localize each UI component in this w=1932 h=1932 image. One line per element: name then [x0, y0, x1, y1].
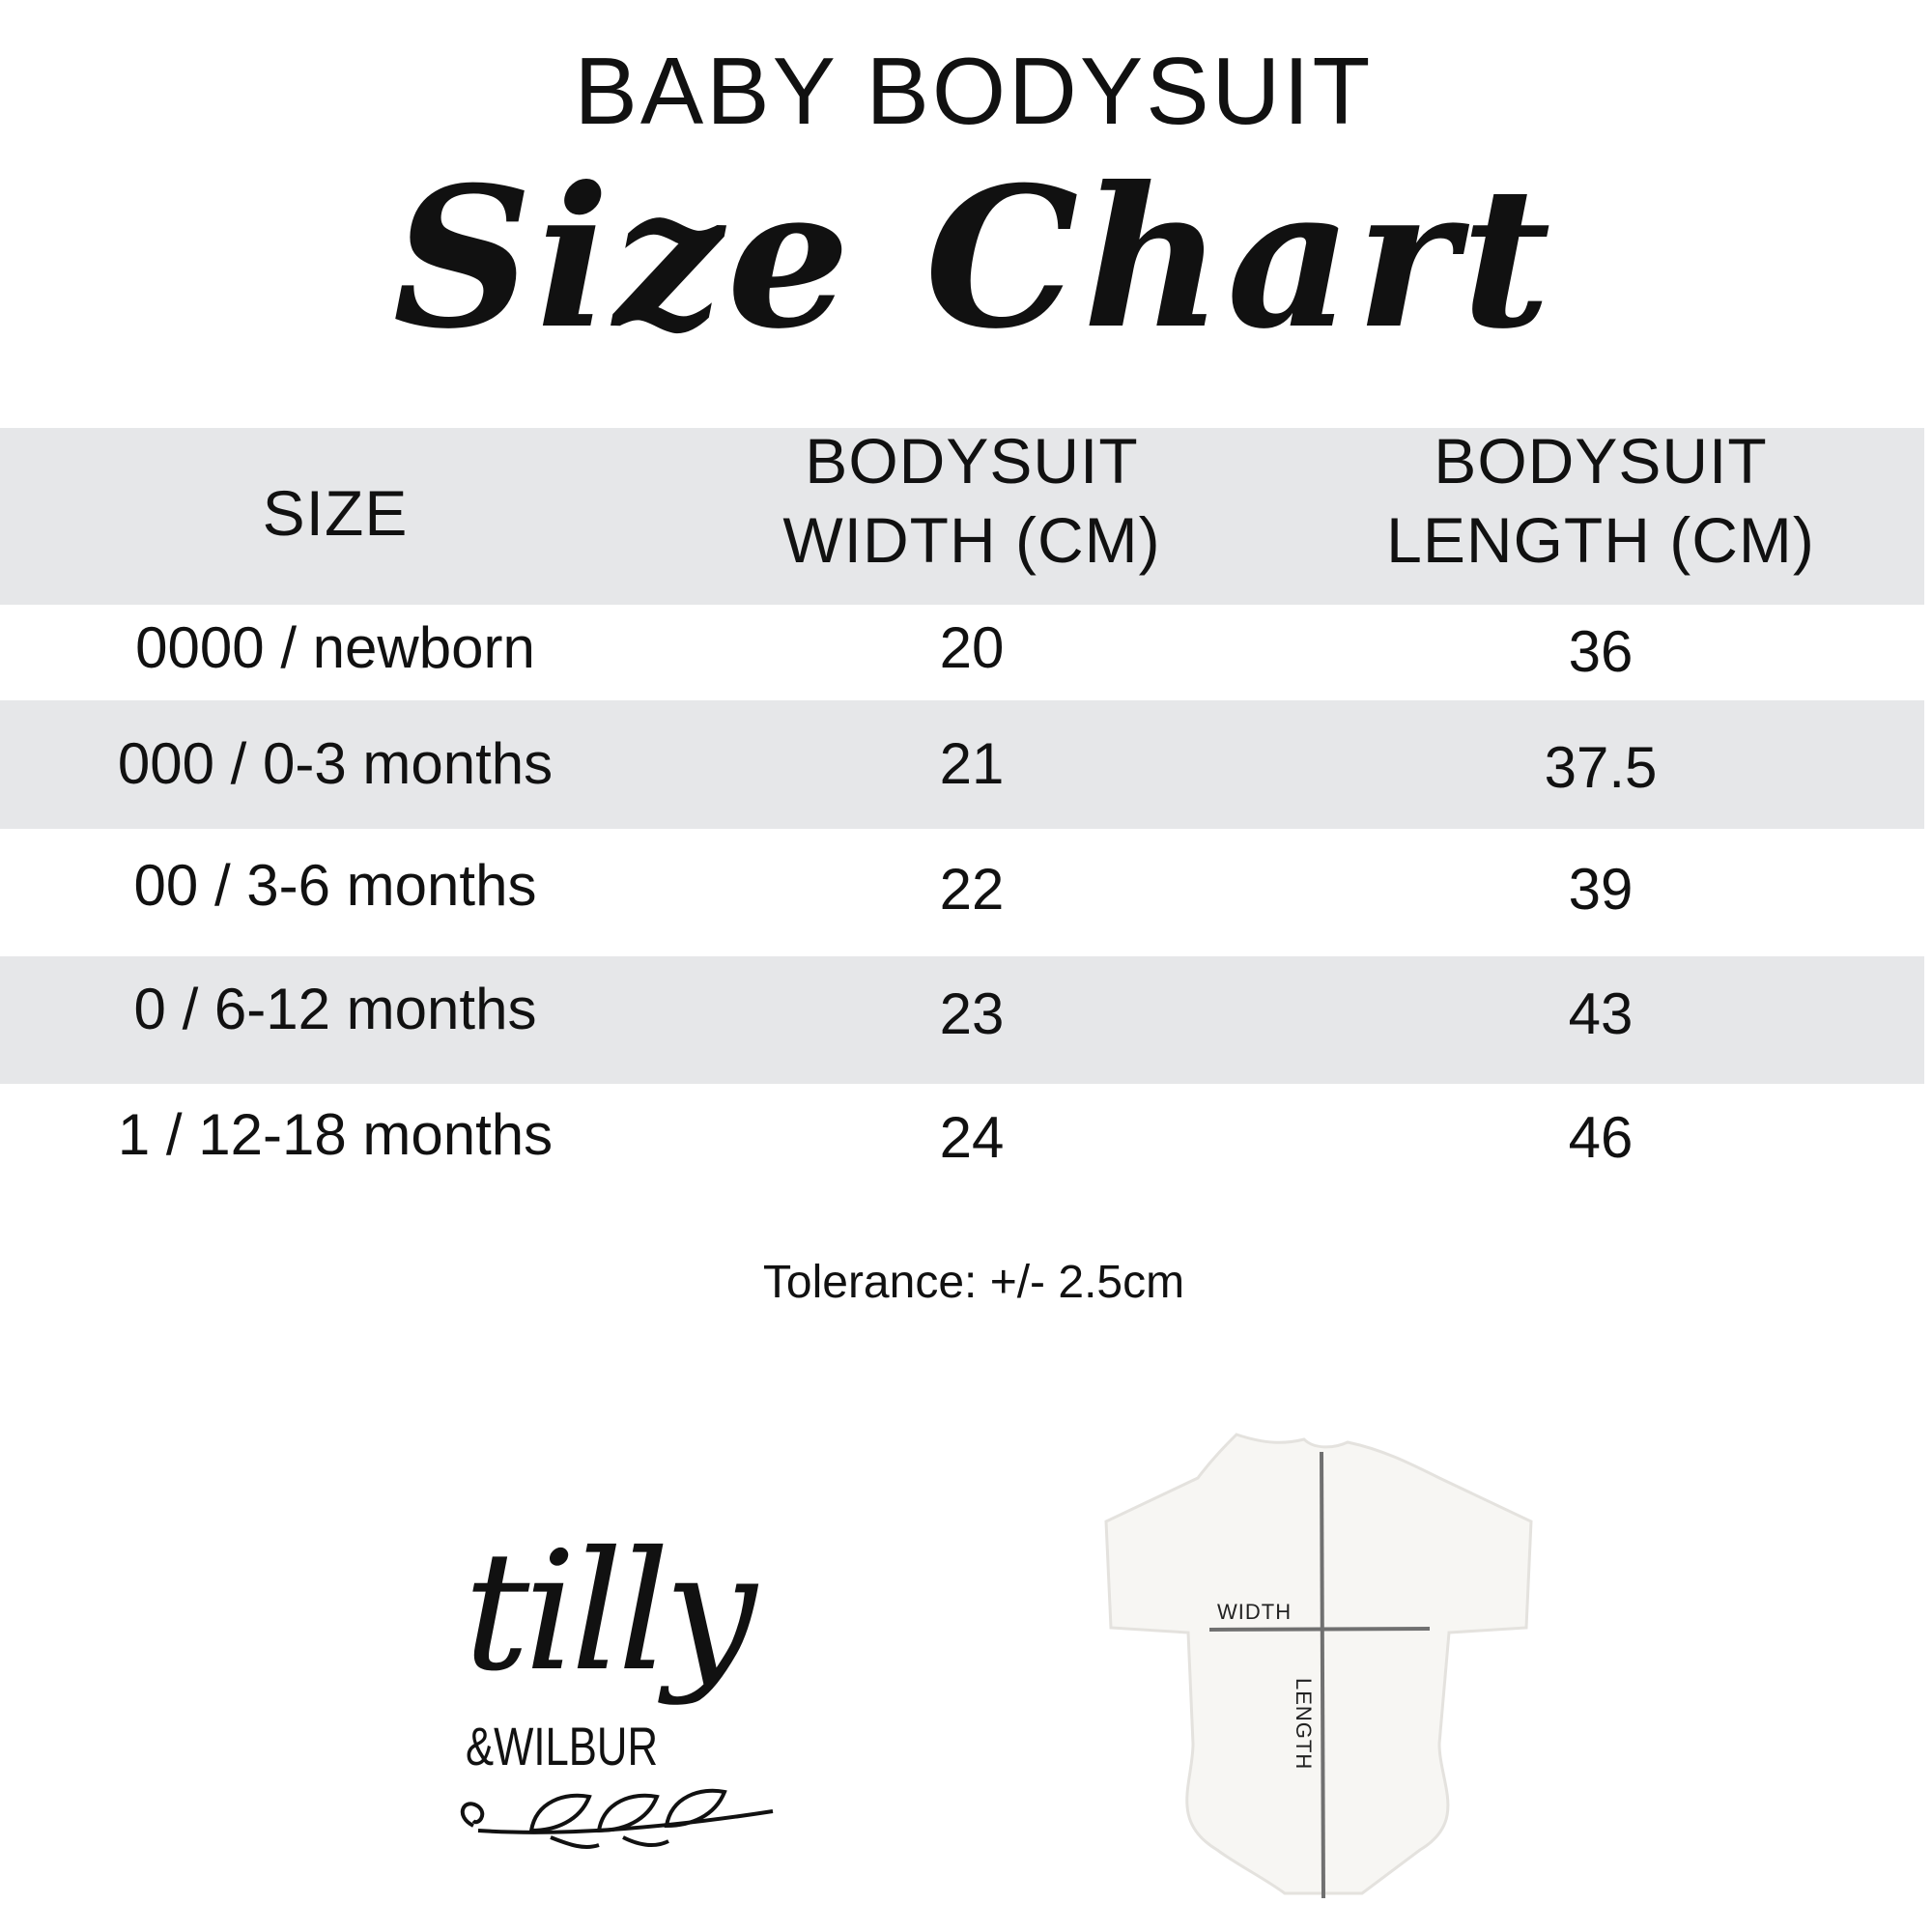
header-width: BODYSUIT WIDTH (CM)	[782, 421, 1160, 580]
length-label: LENGTH	[1292, 1678, 1316, 1770]
length-cell: 46	[1568, 1105, 1634, 1170]
length-cell: 43	[1568, 981, 1634, 1046]
tolerance-note: Tolerance: +/- 2.5cm	[762, 1257, 1185, 1308]
header-length: BODYSUIT LENGTH (CM)	[1386, 421, 1815, 580]
leaf-branch-icon	[460, 1788, 774, 1849]
row-band	[0, 956, 1924, 1084]
header-width-line2: WIDTH (CM)	[782, 504, 1161, 576]
header-length-line1: BODYSUIT	[1434, 425, 1768, 497]
width-cell: 22	[939, 857, 1005, 922]
bodysuit-diagram: WIDTH LENGTH	[1104, 1433, 1533, 1899]
logo-script-text: tilly	[464, 1517, 756, 1708]
brand-logo: tilly &WILBUR	[454, 1517, 782, 1855]
size-cell: 000 / 0-3 months	[117, 731, 554, 796]
width-cell: 21	[939, 731, 1005, 796]
header-length-line2: LENGTH (CM)	[1386, 504, 1815, 576]
bodysuit-shape	[1104, 1433, 1533, 1895]
size-cell: 1 / 12-18 months	[117, 1102, 554, 1167]
size-cell: 0000 / newborn	[135, 615, 535, 680]
header-band	[0, 428, 1924, 605]
length-cell: 36	[1568, 619, 1634, 684]
subtitle: Size Chart	[392, 145, 1555, 372]
size-cell: 00 / 3-6 months	[133, 853, 537, 918]
width-cell: 20	[939, 615, 1005, 680]
title: BABY BODYSUIT	[574, 38, 1374, 144]
width-label: WIDTH	[1217, 1600, 1292, 1624]
logo-text: &WILBUR	[466, 1716, 659, 1776]
header-size: SIZE	[262, 477, 409, 549]
length-cell: 39	[1568, 857, 1634, 922]
header-width-line1: BODYSUIT	[805, 425, 1139, 497]
width-cell: 24	[939, 1105, 1005, 1170]
length-cell: 37.5	[1544, 735, 1658, 800]
size-cell: 0 / 6-12 months	[133, 977, 537, 1041]
width-cell: 23	[939, 981, 1005, 1046]
row-band	[0, 700, 1924, 829]
length-measure-line	[1320, 1451, 1325, 1899]
width-measure-line	[1208, 1627, 1431, 1632]
